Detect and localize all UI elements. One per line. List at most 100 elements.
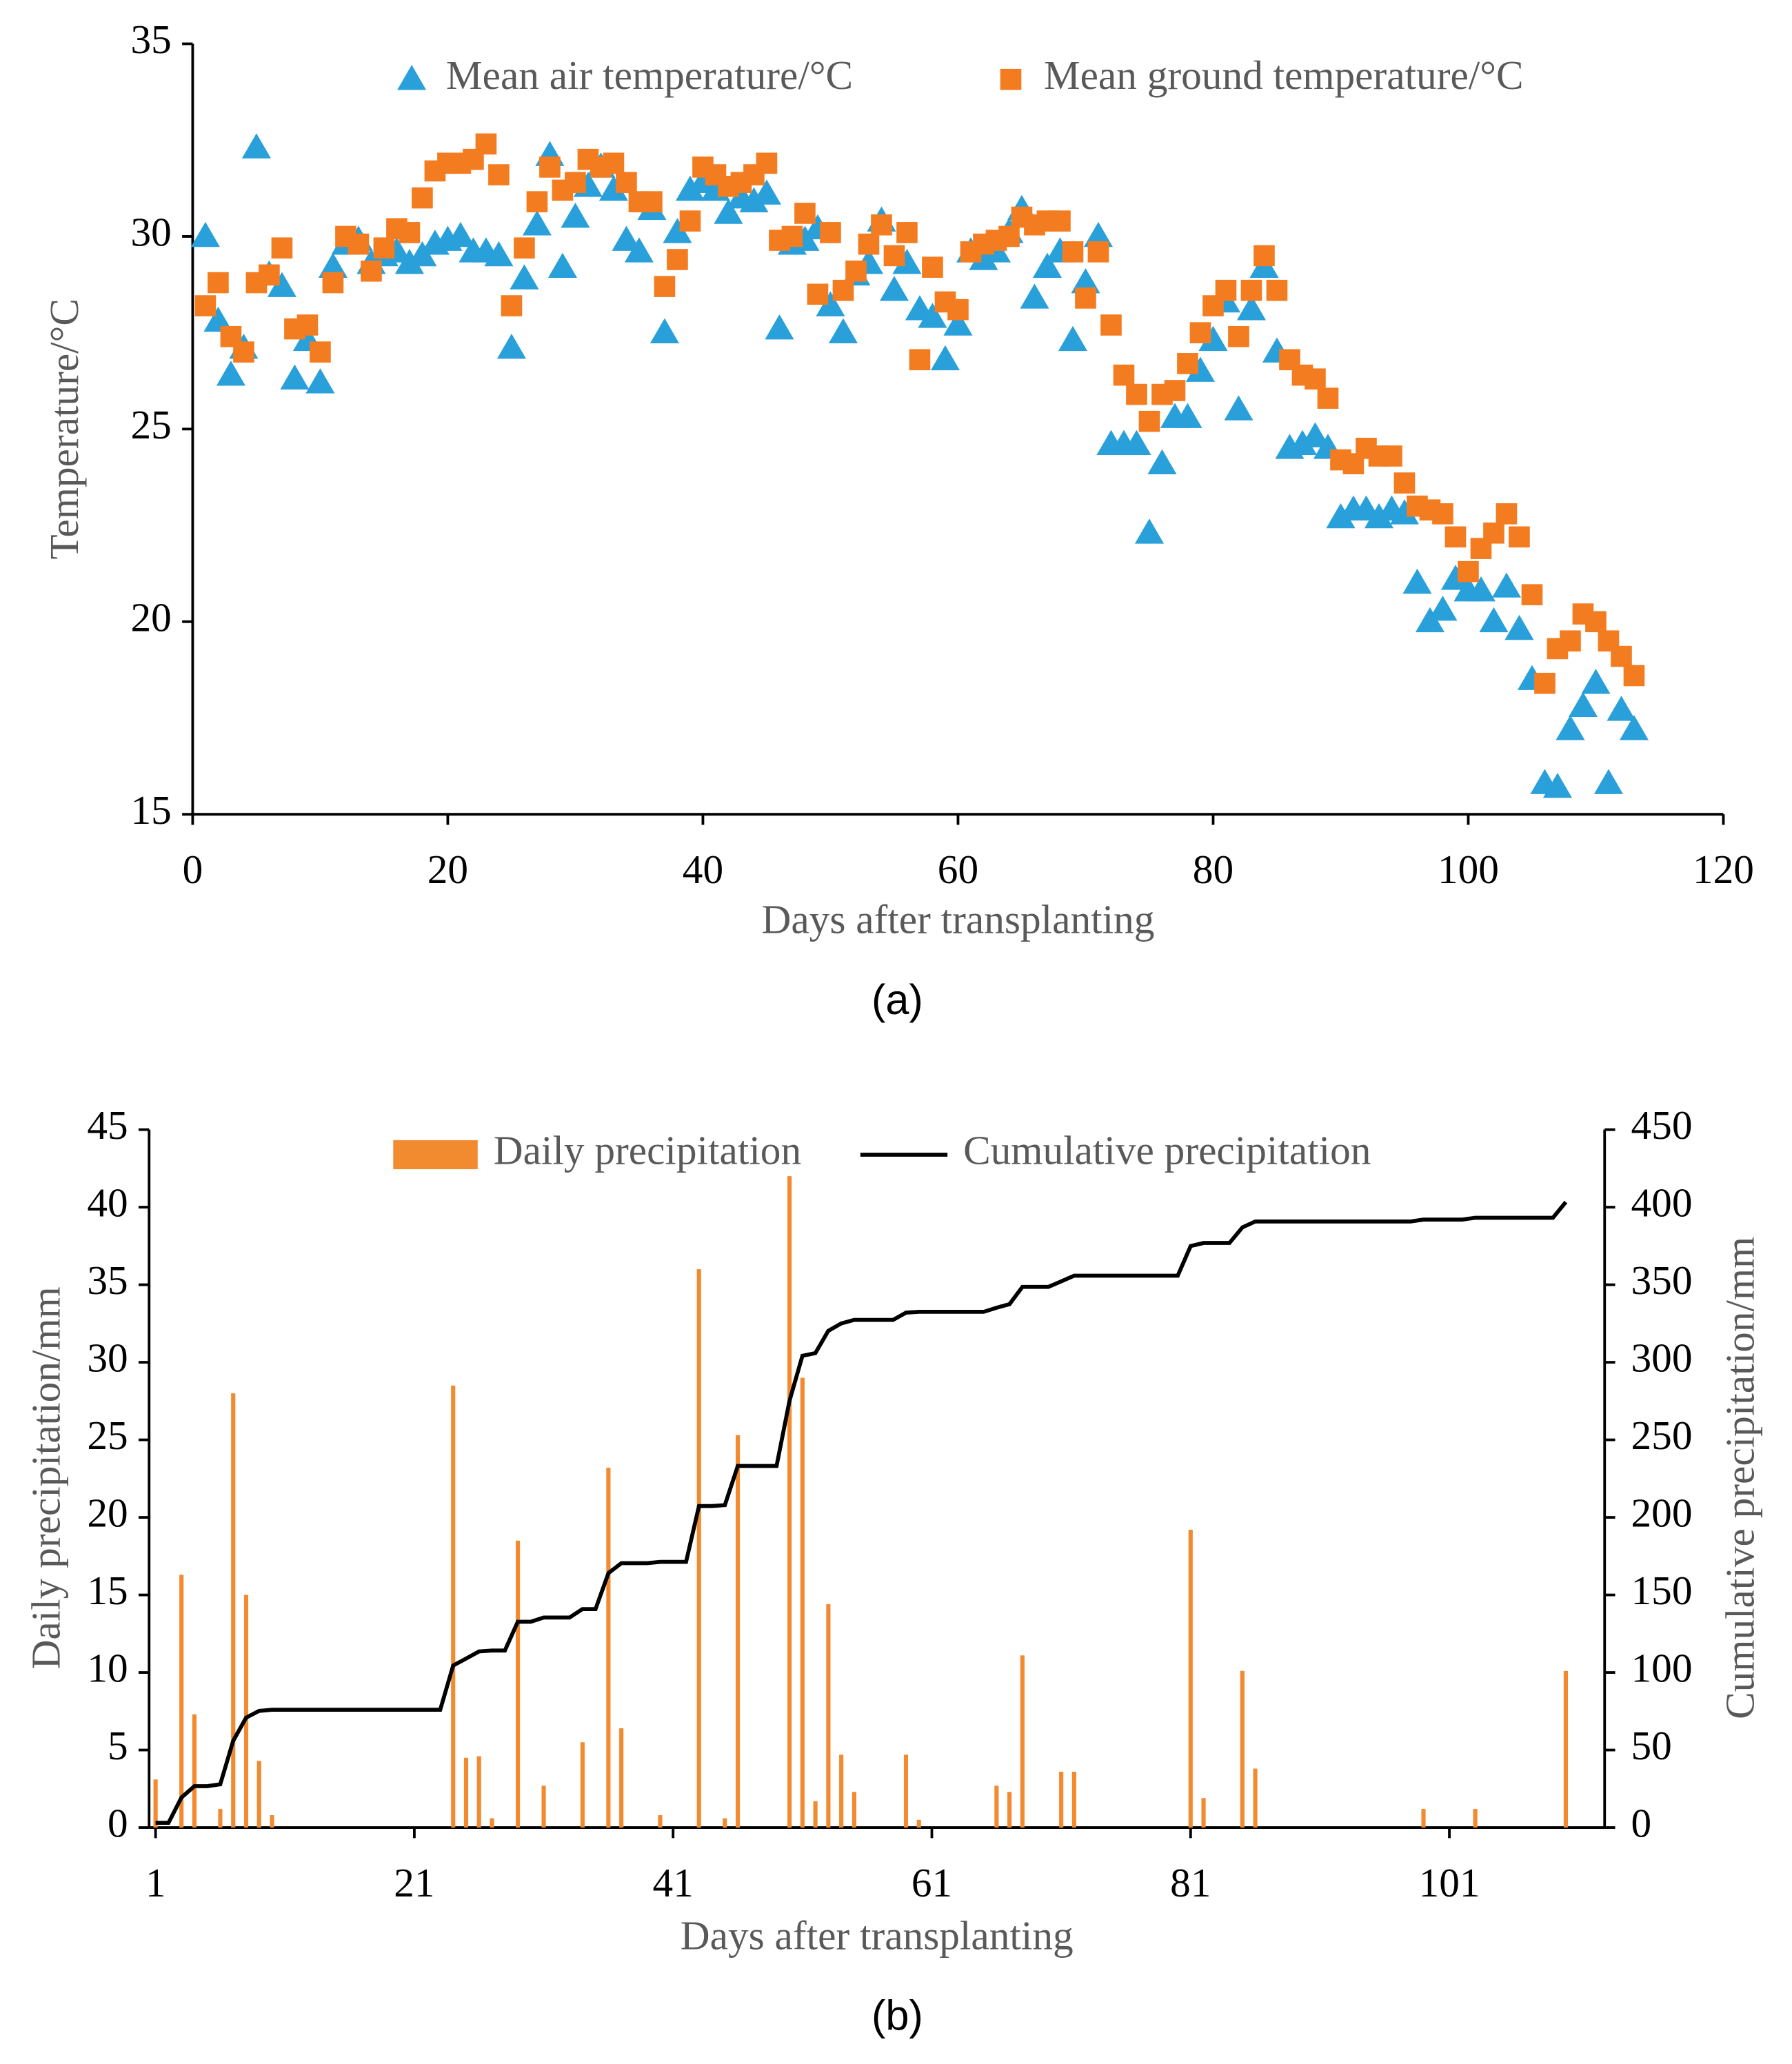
triangle-marker [1491,572,1522,598]
x-axis-label: Days after transplanting [762,897,1155,942]
y-tick-label: 35 [130,17,171,62]
triangle-marker [1134,518,1165,544]
triangle-marker [394,249,424,274]
square-marker [641,191,663,212]
bar [696,1269,701,1828]
legend-label: Cumulative precipitation [963,1128,1371,1173]
square-marker [271,237,293,259]
triangle-marker [650,318,679,343]
bar [1253,1768,1258,1828]
square-marker [233,341,254,363]
triangle-marker [624,237,654,263]
x-axis-label: Days after transplanting [681,1912,1074,1958]
square-marker [526,191,548,212]
triangle-marker [1020,283,1049,309]
triangle-marker [1568,691,1598,718]
bar [1240,1670,1245,1828]
bar [1473,1809,1478,1828]
square-marker [373,237,395,259]
y-tick-label: 20 [87,1490,128,1536]
square-marker [832,279,854,301]
square-marker [259,264,280,286]
square-marker [807,283,829,305]
bar [1563,1670,1569,1828]
square-marker [1049,210,1071,232]
bar [1201,1798,1206,1828]
triangle-marker [305,368,335,394]
y-tick-label: 25 [130,402,171,447]
x-tick-label: 1 [145,1860,166,1905]
square-marker [679,210,701,232]
line [155,1200,1568,1825]
square-marker [1138,410,1160,432]
bar [463,1757,469,1828]
triangle-marker [1607,696,1636,721]
y2-tick-label: 450 [1631,1102,1693,1148]
bar [541,1785,546,1828]
square-marker [194,295,217,316]
bar [218,1809,223,1828]
x-tick-label: 120 [1693,847,1754,892]
triangle-marker [1389,499,1420,525]
triangle-marker [216,361,245,386]
square-marker [1305,368,1326,390]
y-tick-label: 10 [87,1646,128,1691]
triangle-marker [318,252,348,278]
triangle-marker [1198,325,1228,352]
triangle-marker [445,221,475,247]
square-marker [858,233,880,255]
y-tick-label: 30 [130,210,171,255]
triangle-marker [1428,595,1458,621]
y2-tick-label: 150 [1631,1568,1693,1613]
bar [1188,1530,1193,1828]
x-tick-label: 21 [394,1860,434,1905]
x-tick-label: 81 [1170,1860,1211,1905]
triangle-marker [1364,503,1394,529]
square-marker [947,299,969,321]
square-marker [883,245,905,267]
square-marker [871,214,892,236]
square-marker [781,225,803,247]
y2-tick-label: 200 [1631,1490,1693,1536]
triangle-marker [1300,422,1330,447]
square-marker [1100,314,1122,336]
triangle-marker [1236,295,1267,321]
square-marker [1062,241,1084,263]
square-marker [1432,503,1453,525]
triangle-marker [943,310,973,336]
triangle-marker [1083,221,1114,247]
square-marker [1254,245,1275,267]
triangle-marker [1147,449,1177,474]
bar [256,1761,261,1828]
bar [839,1754,844,1828]
y-tick-label: 15 [130,787,171,833]
square-marker [1113,364,1135,386]
y2-tick-label: 250 [1631,1413,1693,1458]
square-marker [361,260,382,282]
bar [606,1468,611,1828]
square-marker [1393,472,1416,494]
triangle-marker [1542,773,1573,798]
bar [1059,1772,1064,1828]
square-marker [603,152,625,174]
square-marker [1560,630,1581,652]
bar [192,1714,197,1828]
y2-tick-label: 350 [1631,1257,1693,1303]
triangle-marker [1593,769,1624,794]
bar [723,1818,727,1828]
square-marker [1444,526,1467,548]
square-marker [1215,279,1237,301]
bar [787,1176,792,1828]
triangle-marker [969,245,998,270]
y-tick-label: 15 [87,1568,128,1613]
square-marker [1240,279,1262,301]
square-marker [296,314,319,336]
triangle-marker [190,221,220,247]
bar [490,1818,494,1828]
bar [903,1754,909,1828]
triangle-marker [1466,576,1496,602]
bar [270,1815,274,1828]
y2-tick-label: 300 [1631,1335,1693,1381]
triangle-marker [1032,252,1063,278]
legend-swatch [393,1140,478,1170]
